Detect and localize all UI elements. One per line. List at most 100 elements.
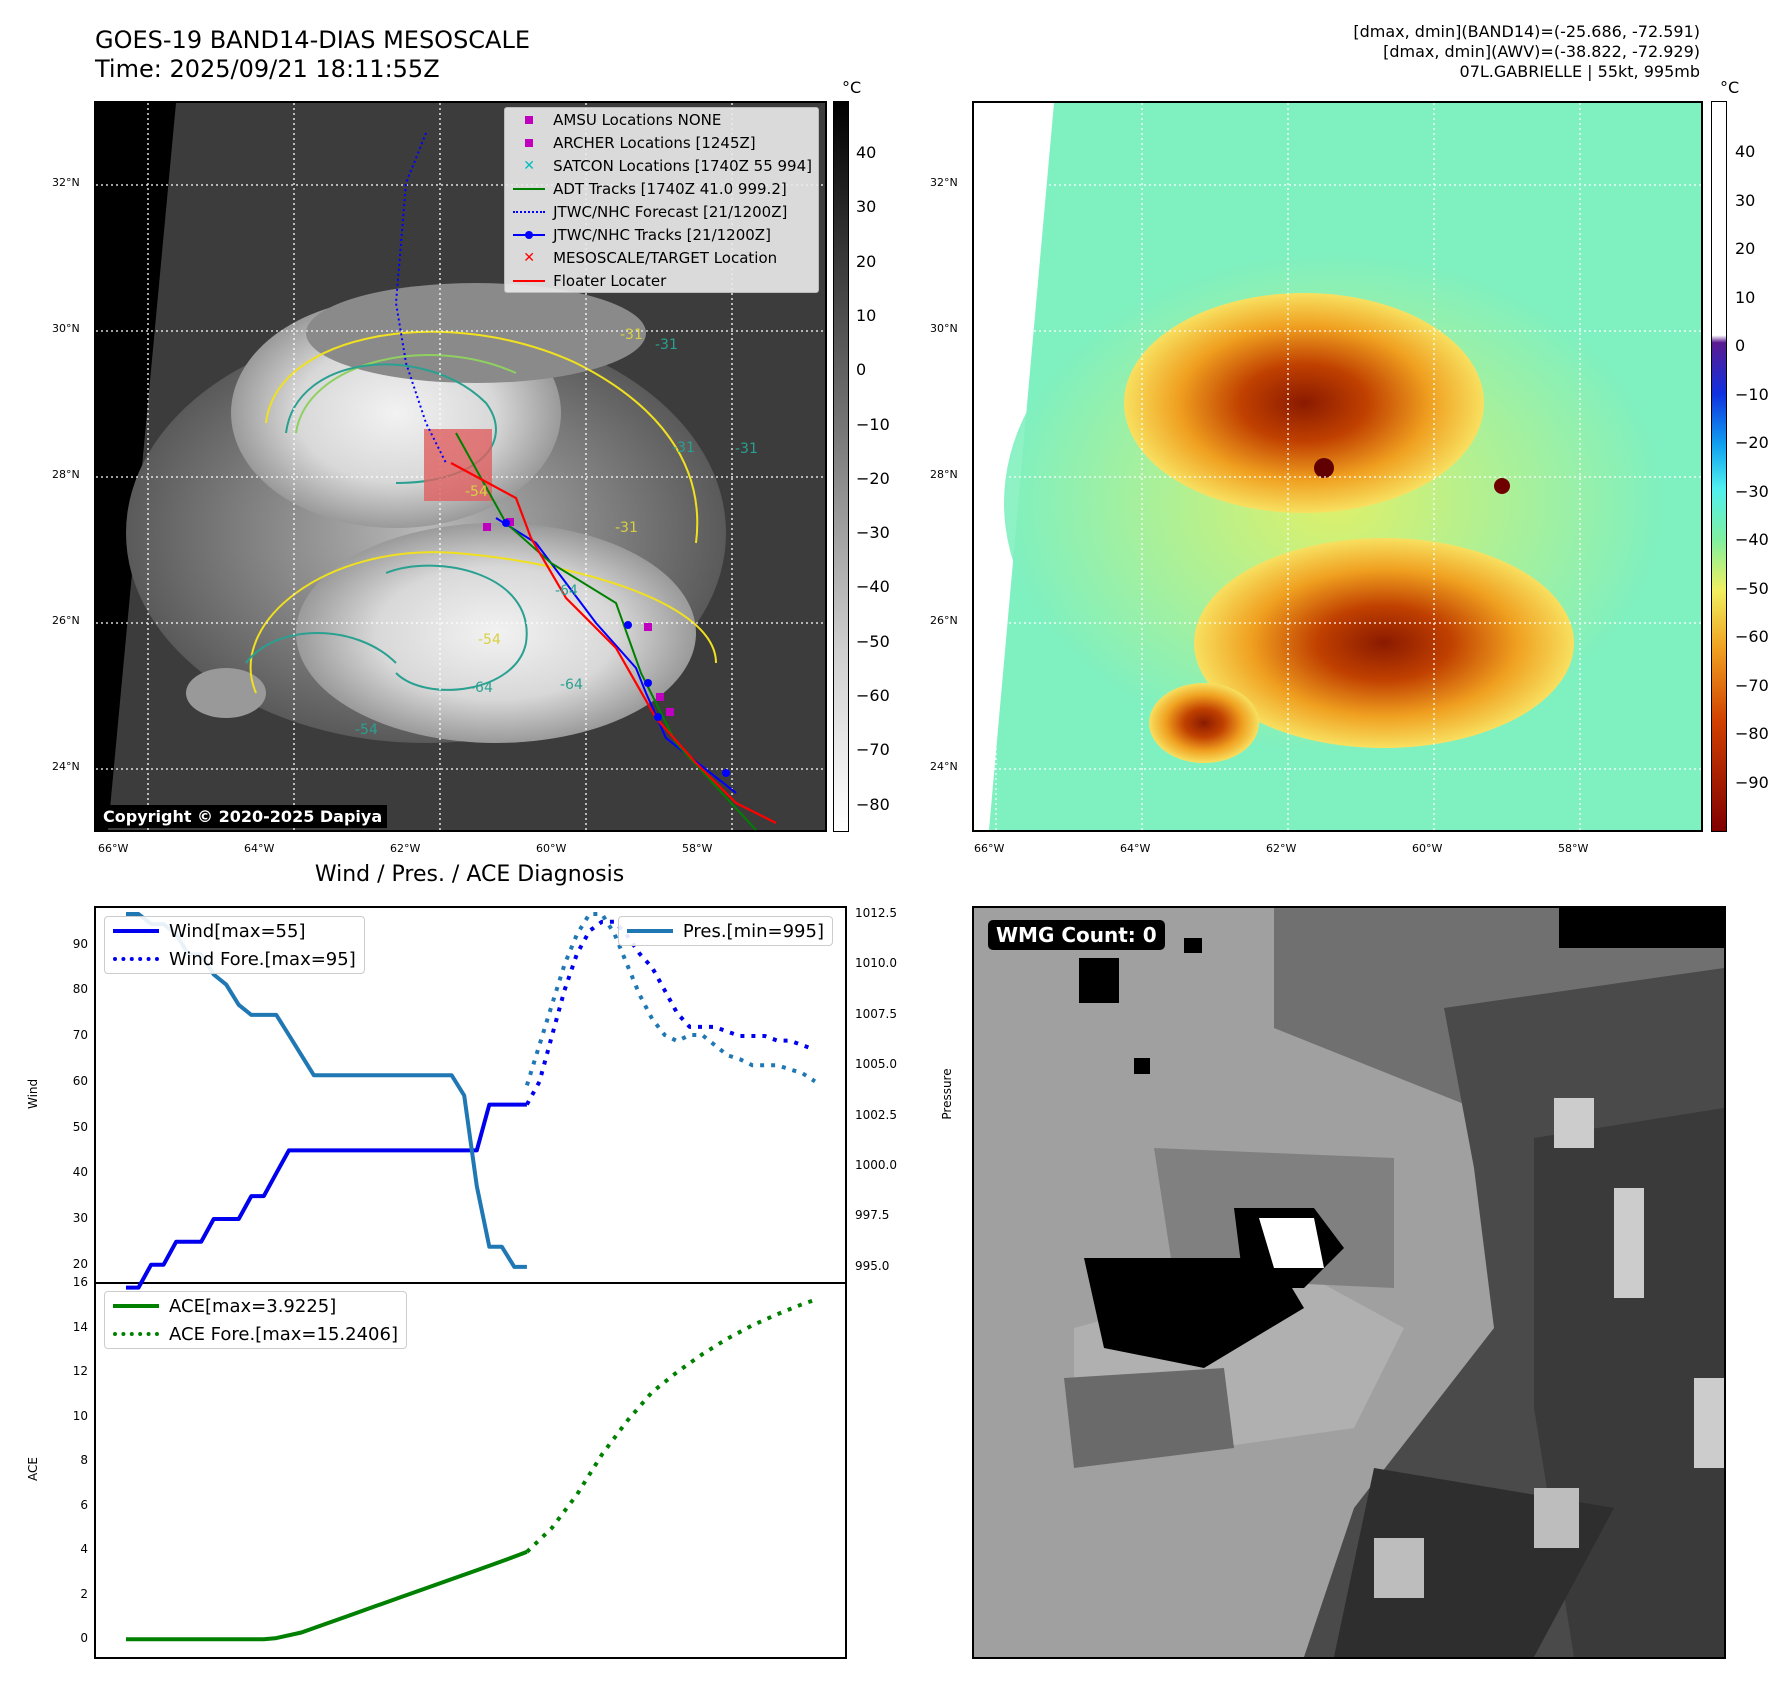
ir-colorbar-tick: −80 [856, 794, 890, 814]
legend-wind-label: Wind[max=55] [169, 920, 306, 942]
pressure-tick-label: 1000.0 [855, 1158, 897, 1173]
map-legend-label: ADT Tracks [1740Z 41.0 999.2] [553, 179, 787, 198]
contour-label: -54 [478, 632, 501, 648]
legend-symbol-square-icon [511, 136, 547, 150]
ace-tick-label: 0 [80, 1631, 88, 1646]
legend-ace-label: ACE[max=3.9225] [169, 1295, 337, 1317]
ir-map-panel: AMSU Locations NONE ARCHER Locations [124… [94, 101, 827, 832]
ir-colorbar-tick: −20 [856, 468, 890, 488]
legend-entry-wind: Wind[max=55] [105, 917, 364, 945]
map-legend-entry: ARCHER Locations [1245Z] [505, 131, 818, 154]
ir-colorbar-tick: −30 [856, 523, 890, 543]
map-legend-label: JTWC/NHC Tracks [21/1200Z] [553, 225, 771, 244]
lon-label-right: 60°W [1412, 842, 1443, 855]
ace-axis-label: ACE [26, 1457, 40, 1481]
wind-tick-label: 50 [72, 1119, 88, 1134]
lat-label-right: 30°N [930, 322, 958, 335]
ir-colorbar-tick: 40 [856, 143, 877, 162]
ir-colorbar [833, 101, 849, 832]
contour-label: -31 [672, 440, 695, 456]
contour-label: -31 [620, 327, 643, 343]
lat-label-right: 32°N [930, 176, 958, 189]
wv-colorbar-tick: −10 [1735, 384, 1769, 404]
ir-colorbar-tick: −40 [856, 577, 890, 597]
storm-info: [dmax, dmin](BAND14)=(-25.686, -72.591) … [1353, 22, 1700, 82]
lon-label-left: 58°W [682, 842, 713, 855]
ace-tick-label: 8 [80, 1453, 88, 1468]
legend-wind-forecast-label: Wind Fore.[max=95] [169, 948, 356, 970]
diagnosis-title: Wind / Pres. / ACE Diagnosis [314, 862, 625, 887]
legend-symbol-x-icon: ✕ [523, 157, 535, 174]
ace-tick-label: 2 [80, 1586, 88, 1601]
ir-colorbar-tick: 30 [856, 197, 877, 217]
wv-colorbar-tick: −20 [1735, 433, 1769, 452]
lat-label-left: 28°N [52, 468, 80, 481]
wv-colorbar-tick: −60 [1735, 627, 1769, 646]
ace-tick-label: 14 [72, 1319, 88, 1334]
lon-label-left: 64°W [244, 842, 275, 855]
map-legend-entry: Floater Locater [505, 269, 818, 292]
wv-colorbar-tick: 0 [1735, 336, 1746, 355]
ir-colorbar-tick: 0 [856, 360, 867, 380]
map-legend-label: JTWC/NHC Forecast [21/1200Z] [553, 202, 788, 221]
map-legend-entry: AMSU Locations NONE [505, 108, 818, 131]
wmg-count-badge: WMG Count: 0 [988, 920, 1165, 950]
title-line-1: GOES-19 BAND14-DIAS MESOSCALE [95, 26, 531, 54]
pressure-legend: Pres.[min=995] [617, 916, 833, 946]
legend-ace-forecast-label: ACE Fore.[max=15.2406] [169, 1323, 398, 1345]
wv-colorbar-tick: −40 [1735, 530, 1769, 549]
wv-colorbar-tick: −80 [1735, 724, 1769, 743]
ace-legend: ACE[max=3.9225] ACE Fore.[max=15.2406] [104, 1291, 407, 1349]
wv-colorbar-tick: −90 [1735, 772, 1769, 792]
lon-label-left: 60°W [536, 842, 567, 855]
lat-label-left: 26°N [52, 614, 80, 627]
ace-series-group [126, 1298, 816, 1642]
lat-label-left: 32°N [52, 176, 80, 189]
ir-colorbar-tick: 20 [856, 251, 877, 271]
map-legend-label: MESOSCALE/TARGET Location [553, 248, 778, 267]
lon-label-right: 66°W [974, 842, 1005, 855]
map-legend-entry: ✕ MESOSCALE/TARGET Location [505, 246, 818, 269]
wind-tick-label: 70 [72, 1028, 88, 1043]
wv-colorbar-tick: −50 [1735, 578, 1769, 598]
legend-entry-ace-forecast: ACE Fore.[max=15.2406] [105, 1320, 406, 1348]
pressure-tick-label: 1010.0 [855, 956, 897, 971]
pressure-tick-label: 1007.5 [855, 1006, 897, 1021]
lon-label-right: 64°W [1120, 842, 1151, 855]
map-legend-entry: ADT Tracks [1740Z 41.0 999.2] [505, 177, 818, 200]
map-legend-label: AMSU Locations NONE [553, 110, 722, 129]
pressure-tick-label: 1012.5 [855, 906, 897, 921]
map-legend-label: SATCON Locations [1740Z 55 994] [553, 156, 812, 175]
ir-colorbar-tick: −50 [856, 631, 890, 651]
ace-series-line-0 [126, 1550, 528, 1642]
ace-tick-label: 6 [80, 1497, 88, 1512]
lon-label-right: 58°W [1558, 842, 1589, 855]
wind-tick-label: 60 [72, 1073, 88, 1088]
contour-label: -64 [470, 680, 493, 696]
wv-colorbar-tick: 30 [1735, 190, 1756, 210]
legend-symbol-dotted-icon [511, 205, 547, 219]
legend-entry-ace: ACE[max=3.9225] [105, 1292, 406, 1320]
wv-map [974, 103, 1701, 830]
pressure-tick-label: 1002.5 [855, 1107, 897, 1122]
figure-title: GOES-19 BAND14-DIAS MESOSCALE Time: 2025… [95, 26, 530, 84]
info-line-2: [dmax, dmin](AWV)=(-38.822, -72.929) [1383, 42, 1700, 61]
lat-label-left: 30°N [52, 322, 80, 335]
legend-symbol-square-icon [511, 113, 547, 127]
legend-symbol-x-icon: ✕ [523, 249, 535, 266]
pressure-tick-label: 1005.0 [855, 1057, 897, 1072]
copyright-label: Copyright © 2020-2025 Dapiya [98, 805, 388, 828]
wind-tick-label: 40 [72, 1165, 88, 1180]
info-line-3: 07L.GABRIELLE | 55kt, 995mb [1459, 62, 1700, 81]
wind-legend: Wind[max=55] Wind Fore.[max=95] [104, 916, 365, 974]
ir-colorbar-unit: °C [842, 78, 862, 97]
lat-label-right: 26°N [930, 614, 958, 627]
contour-label: -31 [615, 520, 638, 536]
map-legend-entry: JTWC/NHC Forecast [21/1200Z] [505, 200, 818, 223]
wmg-panel: WMG Count: 0 [972, 906, 1726, 1659]
diagnosis-chart [96, 912, 845, 1642]
ace-tick-label: 10 [72, 1408, 88, 1423]
contour-label: -54 [465, 484, 488, 500]
contour-label: -64 [555, 583, 578, 599]
ir-colorbar-tick: −70 [856, 740, 890, 760]
